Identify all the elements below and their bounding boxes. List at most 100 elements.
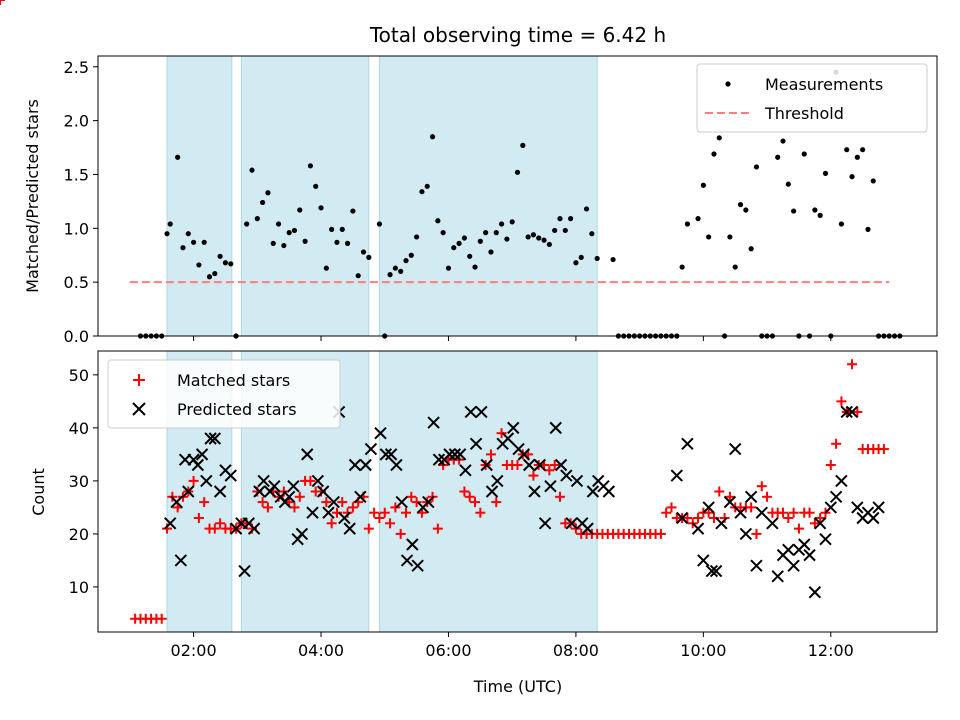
predicted-star-point [675,511,689,525]
legend-matched-label: Matched stars [177,371,290,390]
y-tick-label: 2.0 [64,112,89,131]
measurement-point [743,207,749,213]
predicted-star-point [348,458,362,472]
measurement-point [578,254,584,260]
predicted-star-point [338,511,351,525]
measurement-point [748,246,754,252]
matched-star-point [379,507,390,518]
predicted-star-point [327,495,340,509]
matched-star-point [305,475,316,486]
y-tick-label: 1.5 [64,165,89,184]
bottom-y-ticks: 10 20 30 40 50 [69,366,98,597]
matched-star-point [661,507,672,518]
measurement-point [791,208,797,214]
measurement-point [844,147,850,153]
top-y-ticks: 0.0 0.5 1.0 1.5 2.0 2.5 [64,58,98,346]
matched-star-point [682,513,693,524]
matched-star-point [337,497,348,508]
predicted-star-point [813,517,827,530]
matched-star-point [528,470,539,481]
measurement-point [281,242,287,249]
measurement-point [344,240,351,246]
predicted-star-point [782,543,795,557]
measurement-point [573,260,579,266]
predicted-star-point [390,458,403,472]
measurement-point [222,260,229,266]
predicted-star-point [872,501,885,514]
measurement-point [594,255,600,262]
predicted-star-point [803,548,816,562]
measurement-point [196,262,202,268]
predicted-star-point [295,527,309,541]
measurement-point [727,234,733,240]
predicted-star-point [354,490,367,504]
measurement-point [514,169,521,175]
matched-star-point [199,497,210,508]
measurement-point [387,272,393,278]
measurement-point [509,219,515,225]
predicted-star-point [734,506,747,519]
predicted-star-point [322,506,335,519]
matched-star-point [714,486,725,497]
measurement-point [376,221,383,227]
predicted-star-point [170,495,183,509]
predicted-star-point [517,448,531,461]
measurement-point [817,212,823,218]
measurement-point [737,202,744,208]
measurement-point [483,230,489,236]
measurement-point [355,273,361,279]
measurement-point [286,230,292,236]
measurement-point [313,183,319,189]
predicted-star-point [182,485,195,498]
measurement-point [334,239,340,245]
measurement-point [801,151,807,157]
predicted-star-point [247,522,261,535]
predicted-star-point [739,527,753,541]
measurement-point [695,216,701,222]
matched-star-point [491,497,502,508]
measurement-point [212,270,218,277]
y-tick-label: 30 [69,472,89,491]
legend-matched-marker [133,374,145,386]
matched-star-point [804,507,815,518]
matched-star-point [390,502,401,513]
matched-star-point [878,444,889,455]
x-axis-label: Time (UTC) [473,677,562,696]
predicted-star-point [824,501,838,514]
predicted-star-point [507,421,520,435]
measurement-point [546,241,552,248]
matched-star-point [825,459,836,470]
matched-star-point [485,449,496,460]
matched-star-point [512,459,523,470]
matched-star-point [549,459,560,470]
y-tick-label: 1.0 [64,219,89,238]
predicted-star-point [432,453,446,466]
y-tick-label: 50 [69,366,89,385]
measurement-point [785,181,791,187]
measurement-point [414,234,420,240]
predicted-star-point [729,442,742,456]
measurement-point [467,253,473,259]
y-tick-label: 0.0 [64,327,89,346]
top-x-ticks [193,336,832,341]
predicted-star-point [301,448,314,461]
predicted-star-point [715,517,728,530]
predicted-star-point [723,495,737,509]
predicted-star-point [213,485,227,498]
matched-star-point [470,497,481,508]
bottom-y-label: Count [29,468,48,516]
measurement-point [185,231,191,237]
matched-star-point [815,513,826,524]
predicted-star-point [819,533,832,546]
measurement-point [706,234,712,240]
measurements-points [137,69,903,339]
matched-star-point [262,502,273,513]
measurement-point [541,237,547,243]
matched-star-point [385,518,396,529]
predicted-star-point [771,570,784,583]
legend-measurements-marker [725,81,731,87]
predicted-star-point [464,405,477,419]
matched-star-point [666,502,677,513]
matched-star-point [215,518,226,529]
matched-star-point [395,528,406,539]
